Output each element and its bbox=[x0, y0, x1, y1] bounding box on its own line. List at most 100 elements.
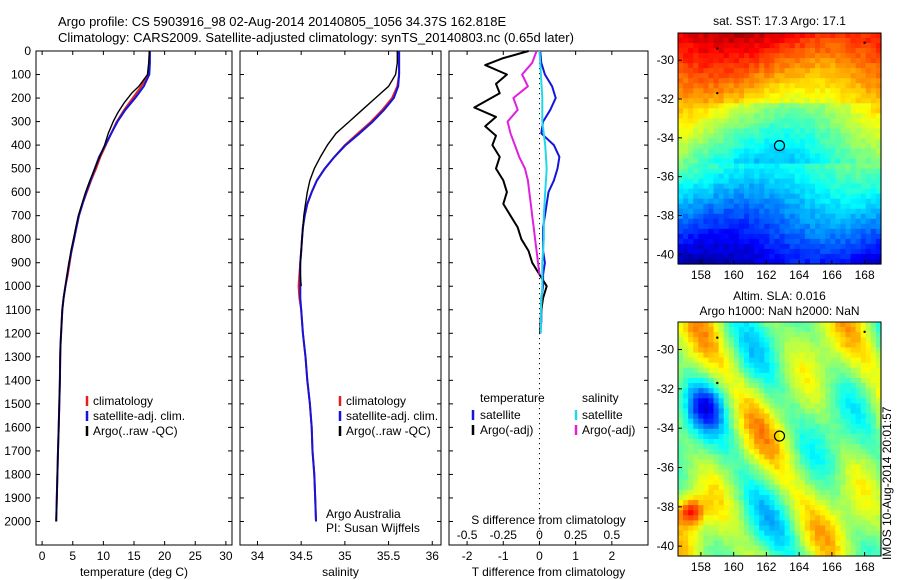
sla_map-cell bbox=[809, 367, 816, 374]
sla_map-cell bbox=[789, 352, 796, 359]
sst_map-cell bbox=[769, 78, 776, 84]
sst_map-cell bbox=[855, 123, 862, 130]
sla_map-cell bbox=[703, 327, 710, 333]
sla_map-cell bbox=[820, 484, 826, 491]
sla_map-cell bbox=[728, 530, 735, 537]
sla_map-cell bbox=[794, 520, 801, 527]
sst_map-cell bbox=[845, 198, 852, 205]
sst_map-cell bbox=[830, 188, 836, 195]
sla_map-cell bbox=[840, 352, 847, 359]
sla_map-cell bbox=[759, 459, 765, 466]
sst_map-cell bbox=[728, 33, 735, 39]
sst_map-cell bbox=[820, 163, 826, 170]
sst_map-cell bbox=[754, 53, 760, 59]
sst_map-cell bbox=[865, 238, 872, 245]
sla_map-cell bbox=[865, 433, 872, 440]
sst_map-cell bbox=[733, 58, 740, 64]
sst_map-cell bbox=[764, 183, 770, 190]
sst_map-cell bbox=[809, 208, 816, 215]
sst_map-cell bbox=[830, 108, 836, 114]
sla_map-cell bbox=[875, 357, 882, 364]
sst_map-cell bbox=[835, 238, 841, 245]
sst_map-cell bbox=[728, 68, 735, 74]
sst_map-cell bbox=[784, 33, 791, 39]
difference-xtick-label: -1 bbox=[498, 549, 509, 563]
sla_map-cell bbox=[789, 439, 796, 445]
sla_map-cell bbox=[733, 550, 740, 557]
sst_map-cell bbox=[764, 188, 770, 195]
sst_map-cell bbox=[815, 33, 821, 39]
sst_map-cell bbox=[865, 178, 872, 185]
sla_map-cell bbox=[693, 545, 699, 552]
sla_map-cell bbox=[855, 413, 862, 420]
sst_map-cell bbox=[688, 138, 694, 145]
sla_map-cell bbox=[708, 500, 715, 506]
sst_map-cell bbox=[769, 223, 776, 230]
sst_map-field bbox=[678, 33, 882, 265]
sst_map-cell bbox=[875, 218, 882, 225]
sst_map-cell bbox=[743, 38, 750, 44]
sla_map-cell bbox=[743, 489, 750, 496]
sst_map-cell bbox=[693, 138, 699, 145]
sla_map-cell bbox=[789, 362, 796, 369]
sst_map-cell bbox=[703, 183, 710, 190]
sst_map-cell bbox=[784, 228, 791, 235]
sst_map-cell bbox=[774, 153, 781, 160]
sla_map-cell bbox=[743, 469, 750, 476]
difference-s-axis-label: S difference from climatology bbox=[471, 513, 626, 527]
sst_map-cell bbox=[713, 193, 720, 200]
sla_map-cell bbox=[718, 372, 725, 379]
sst_map-cell bbox=[733, 63, 740, 69]
sst_map-cell bbox=[754, 223, 760, 230]
sst_map-cell bbox=[779, 83, 786, 89]
sst_map-cell bbox=[754, 123, 760, 130]
sst_map-cell bbox=[678, 203, 684, 210]
sst_map-cell bbox=[830, 178, 836, 185]
sla_map-cell bbox=[865, 500, 872, 506]
sla_map-cell bbox=[733, 347, 740, 354]
sla_map-cell bbox=[799, 540, 806, 547]
sla_map-cell bbox=[789, 454, 796, 460]
sla_map-cell bbox=[804, 525, 811, 532]
sla_map-cell bbox=[804, 393, 811, 399]
sst_map-cell bbox=[820, 78, 826, 84]
sst_map-cell bbox=[809, 93, 816, 99]
sst_map-cell bbox=[743, 198, 750, 205]
sst_map-cell bbox=[855, 113, 862, 119]
sla_map-cell bbox=[749, 398, 755, 404]
sst_map-cell bbox=[733, 78, 740, 84]
sla_map-cell bbox=[865, 337, 872, 343]
sst_map-cell bbox=[733, 213, 740, 220]
sst_map-cell bbox=[804, 193, 811, 200]
sst_map-cell bbox=[865, 213, 872, 220]
sla_map-cell bbox=[850, 342, 857, 349]
sla_map-cell bbox=[774, 510, 781, 516]
sla_map-cell bbox=[799, 367, 806, 374]
sla_map-cell bbox=[840, 428, 847, 435]
sst_map-cell bbox=[815, 178, 821, 185]
sst_map-cell bbox=[723, 153, 730, 160]
sla_map-cell bbox=[754, 439, 760, 445]
sst_map-cell bbox=[845, 143, 852, 150]
sla_map-cell bbox=[809, 342, 816, 349]
sla_map-cell bbox=[815, 342, 821, 349]
sst_map-cell bbox=[769, 148, 776, 155]
sst_map-cell bbox=[713, 133, 720, 140]
sst_map-ytick-label: -40 bbox=[657, 247, 675, 261]
sst_map-cell bbox=[764, 33, 770, 39]
sst_map-cell bbox=[769, 103, 776, 109]
sst_map-cell bbox=[749, 253, 755, 260]
sst_map-cell bbox=[784, 163, 791, 170]
sla_map-cell bbox=[698, 484, 704, 491]
sst_map-cell bbox=[835, 163, 841, 170]
sst_map-cell bbox=[799, 198, 806, 205]
sst_map-cell bbox=[738, 168, 745, 175]
sst_map-cell bbox=[708, 83, 715, 89]
sla_map-cell bbox=[779, 439, 786, 445]
sla_map-cell bbox=[815, 347, 821, 354]
sla_map-cell bbox=[749, 337, 755, 343]
sst_map-cell bbox=[845, 188, 852, 195]
sla_map-cell bbox=[749, 469, 755, 476]
sst_map-cell bbox=[784, 258, 791, 265]
sst_map-cell bbox=[855, 63, 862, 69]
